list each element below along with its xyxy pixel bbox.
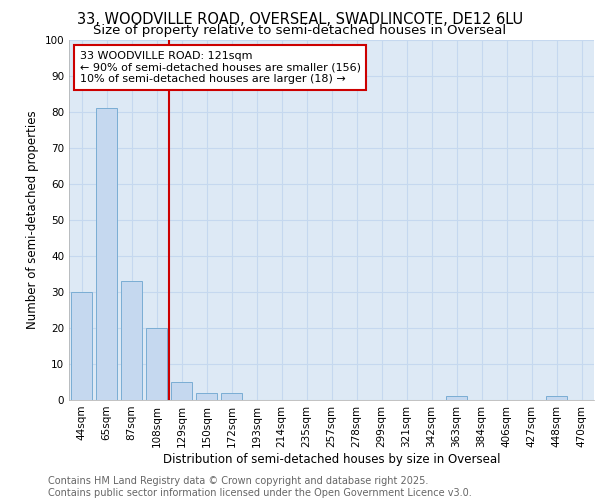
Y-axis label: Number of semi-detached properties: Number of semi-detached properties	[26, 110, 39, 330]
X-axis label: Distribution of semi-detached houses by size in Overseal: Distribution of semi-detached houses by …	[163, 452, 500, 466]
Bar	[546, 396, 567, 400]
Bar	[146, 328, 167, 400]
Bar	[71, 292, 92, 400]
Bar	[121, 281, 142, 400]
Text: 33, WOODVILLE ROAD, OVERSEAL, SWADLINCOTE, DE12 6LU: 33, WOODVILLE ROAD, OVERSEAL, SWADLINCOT…	[77, 12, 523, 28]
Text: 33 WOODVILLE ROAD: 121sqm
← 90% of semi-detached houses are smaller (156)
10% of: 33 WOODVILLE ROAD: 121sqm ← 90% of semi-…	[79, 51, 361, 84]
Bar	[171, 382, 192, 400]
Bar	[446, 396, 467, 400]
Bar	[196, 393, 217, 400]
Text: Contains HM Land Registry data © Crown copyright and database right 2025.
Contai: Contains HM Land Registry data © Crown c…	[48, 476, 472, 498]
Text: Size of property relative to semi-detached houses in Overseal: Size of property relative to semi-detach…	[94, 24, 506, 37]
Bar	[221, 393, 242, 400]
Bar	[96, 108, 117, 400]
